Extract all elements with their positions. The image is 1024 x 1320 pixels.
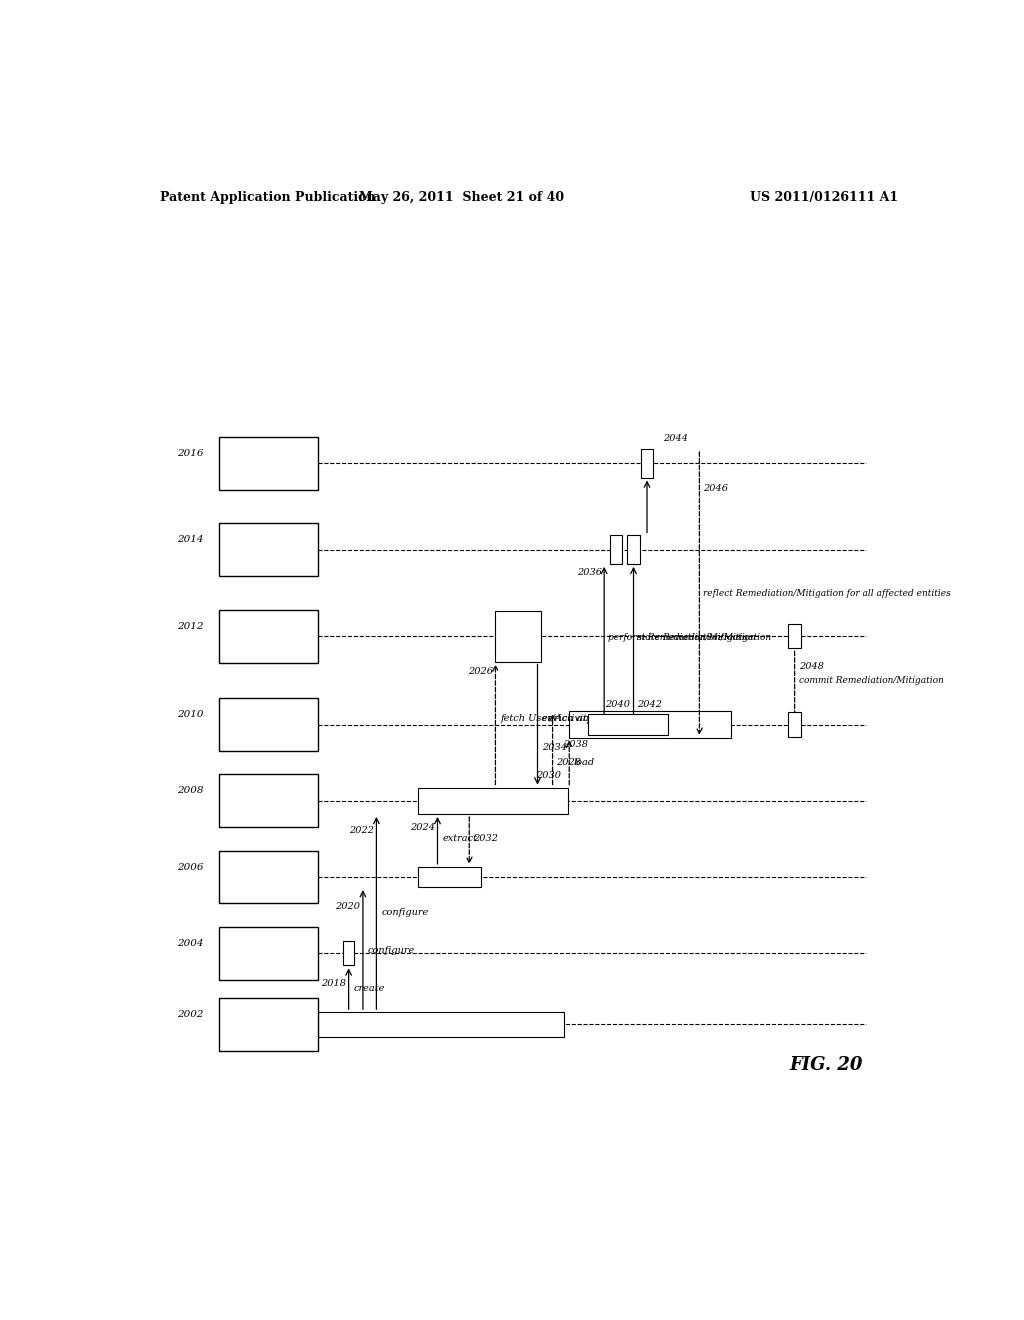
Text: 2022: 2022 xyxy=(349,826,374,836)
Text: Scheduled
Job(s): Scheduled Job(s) xyxy=(240,866,298,888)
Text: 2040: 2040 xyxy=(604,701,630,709)
Text: 2004: 2004 xyxy=(177,939,204,948)
Text: 2008: 2008 xyxy=(177,787,204,796)
Bar xyxy=(788,713,801,737)
Text: 2006: 2006 xyxy=(177,863,204,871)
Text: configure: configure xyxy=(368,946,415,956)
Text: 2034: 2034 xyxy=(542,743,567,752)
Text: reflect Remediation/Mitigation for all affected entities: reflect Remediation/Mitigation for all a… xyxy=(703,590,951,598)
Text: fetch User/Activity/Risks: fetch User/Activity/Risks xyxy=(500,714,623,723)
Bar xyxy=(569,711,731,738)
Text: 2020: 2020 xyxy=(336,903,360,911)
Bar xyxy=(219,850,318,903)
Bar xyxy=(219,998,318,1051)
Bar xyxy=(609,536,623,564)
Text: US 2011/0126111 A1: US 2011/0126111 A1 xyxy=(750,191,898,203)
Bar xyxy=(788,624,801,648)
Bar xyxy=(219,775,318,828)
Bar xyxy=(343,941,354,965)
Text: Display: Display xyxy=(595,719,632,729)
Text: Visualization: Visualization xyxy=(232,719,305,730)
Text: commit Remediation/Mitigation: commit Remediation/Mitigation xyxy=(799,676,943,685)
Text: 2018: 2018 xyxy=(322,978,346,987)
Text: 2012: 2012 xyxy=(177,622,204,631)
Bar xyxy=(219,523,318,576)
Text: extract: extract xyxy=(442,834,477,843)
Text: 2032: 2032 xyxy=(473,834,499,843)
Text: enrich and store: enrich and store xyxy=(543,714,624,723)
Text: 2036: 2036 xyxy=(577,568,602,577)
Text: Connector(s): Connector(s) xyxy=(232,948,305,958)
Text: perform Remediation/Mitigation: perform Remediation/Mitigation xyxy=(608,632,756,642)
Text: 2028: 2028 xyxy=(557,758,582,767)
Bar xyxy=(418,867,481,887)
Text: 2014: 2014 xyxy=(177,536,204,544)
Bar xyxy=(641,449,653,478)
Text: 2038: 2038 xyxy=(563,739,588,748)
Text: Patent Application Publication: Patent Application Publication xyxy=(160,191,375,203)
Text: configure: configure xyxy=(381,908,428,917)
Text: load: load xyxy=(573,758,594,767)
Text: 2042: 2042 xyxy=(638,701,663,709)
Text: FIG. 20: FIG. 20 xyxy=(790,1056,863,1074)
Bar xyxy=(219,698,318,751)
Bar xyxy=(219,927,318,979)
Bar xyxy=(318,1012,564,1036)
Text: SAP/LDAP/
CC: SAP/LDAP/ CC xyxy=(238,626,300,647)
Bar xyxy=(588,714,668,735)
Text: 2044: 2044 xyxy=(663,434,688,444)
Text: 2046: 2046 xyxy=(703,483,728,492)
Bar xyxy=(627,536,640,564)
Bar xyxy=(219,437,318,490)
Text: create: create xyxy=(353,985,385,993)
Text: Extractor(s): Extractor(s) xyxy=(234,796,303,807)
Text: 2010: 2010 xyxy=(177,710,204,719)
Bar xyxy=(496,611,541,661)
Text: May 26, 2011  Sheet 21 of 40: May 26, 2011 Sheet 21 of 40 xyxy=(358,191,564,203)
Bar xyxy=(418,788,568,814)
Text: Repository: Repository xyxy=(239,545,299,554)
Text: 2030: 2030 xyxy=(536,771,561,780)
Text: 2026: 2026 xyxy=(468,667,494,676)
Text: Database: Database xyxy=(243,458,295,469)
Text: store Remediation/Mitigation: store Remediation/Mitigation xyxy=(638,632,772,642)
Text: 2016: 2016 xyxy=(177,449,204,458)
Text: 2048: 2048 xyxy=(799,661,823,671)
Text: 2024: 2024 xyxy=(411,824,435,832)
Text: Setup: Setup xyxy=(252,1019,286,1030)
Bar xyxy=(219,610,318,663)
Text: 2002: 2002 xyxy=(177,1010,204,1019)
